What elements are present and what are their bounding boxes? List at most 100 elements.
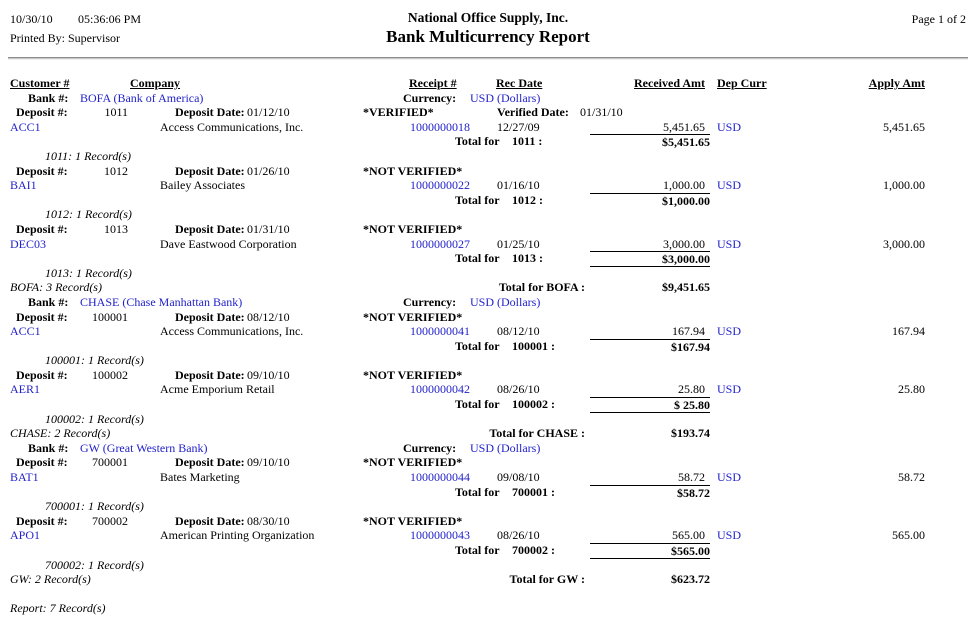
deposit-record-count: 1011: 1 Record(s) bbox=[45, 148, 131, 163]
deposit-number: 1012 bbox=[104, 163, 128, 178]
deposit-total-row: Total for 100002 : $ 25.80 bbox=[0, 397, 976, 414]
receipt-detail-row: APO1 American Printing Organization 1000… bbox=[0, 528, 976, 543]
deposit-total-amount: $167.94 bbox=[590, 338, 710, 354]
total-for-label: Total for bbox=[455, 338, 500, 353]
deposit-currency-link[interactable]: USD bbox=[717, 324, 742, 339]
deposit-currency-link[interactable]: USD bbox=[717, 119, 742, 134]
deposit-date: 01/31/10 bbox=[247, 221, 290, 236]
deposit-records-row: 700002: 1 Record(s) bbox=[0, 558, 976, 573]
deposit-date: 01/12/10 bbox=[247, 105, 290, 120]
col-customer: Customer # bbox=[10, 76, 70, 90]
received-amount: 3,000.00 bbox=[663, 236, 705, 251]
receipt-detail-row: AER1 Acme Emporium Retail 1000000042 08/… bbox=[0, 382, 976, 397]
col-receipt: Receipt # bbox=[409, 76, 457, 90]
apply-amount: 5,451.65 bbox=[883, 119, 925, 134]
receipt-link[interactable]: 1000000027 bbox=[410, 236, 470, 251]
bank-total-amount: $9,451.65 bbox=[662, 280, 710, 295]
apply-amount: 167.94 bbox=[892, 324, 925, 339]
deposit-total-number: 1011 : bbox=[512, 134, 543, 149]
deposit-record-count: 700001: 1 Record(s) bbox=[45, 499, 144, 514]
customer-link[interactable]: ACC1 bbox=[10, 324, 41, 339]
receipt-link[interactable]: 1000000041 bbox=[410, 324, 470, 339]
deposit-header-row: Deposit #: 100002 Deposit Date: 09/10/10… bbox=[0, 368, 976, 383]
receipt-link[interactable]: 1000000043 bbox=[410, 528, 470, 543]
deposit-currency-link[interactable]: USD bbox=[717, 236, 742, 251]
bank-link[interactable]: GW (Great Western Bank) bbox=[80, 440, 208, 455]
receipt-date: 12/27/09 bbox=[497, 119, 540, 134]
apply-amount: 1,000.00 bbox=[883, 178, 925, 193]
receipt-date: 01/16/10 bbox=[497, 178, 540, 193]
customer-link[interactable]: AER1 bbox=[10, 382, 40, 397]
customer-link[interactable]: BAI1 bbox=[10, 178, 37, 193]
deposit-record-count: 100002: 1 Record(s) bbox=[45, 411, 144, 426]
receipt-link[interactable]: 1000000044 bbox=[410, 470, 470, 485]
apply-amount: 58.72 bbox=[898, 470, 925, 485]
bank-total-label: Total for GW : bbox=[509, 572, 585, 587]
bank-currency-link[interactable]: USD (Dollars) bbox=[470, 440, 541, 455]
receipt-detail-row: ACC1 Access Communications, Inc. 1000000… bbox=[0, 324, 976, 339]
bank-total-amount: $623.72 bbox=[671, 572, 710, 587]
receipt-link[interactable]: 1000000022 bbox=[410, 178, 470, 193]
bank-link[interactable]: BOFA (Bank of America) bbox=[80, 90, 204, 105]
bank-link[interactable]: CHASE (Chase Manhattan Bank) bbox=[80, 294, 243, 309]
receipt-date: 09/08/10 bbox=[497, 470, 540, 485]
deposit-total-row: Total for 700002 : $565.00 bbox=[0, 543, 976, 560]
company-name: National Office Supply, Inc. bbox=[407, 10, 569, 25]
received-amount: 167.94 bbox=[672, 324, 705, 339]
deposit-total-amount: $565.00 bbox=[590, 543, 710, 560]
page-number: Page 1 of 2 bbox=[911, 12, 966, 26]
receipt-date: 08/12/10 bbox=[497, 324, 540, 339]
verified-status: *NOT VERIFIED* bbox=[363, 367, 463, 382]
col-dep-curr: Dep Curr bbox=[717, 76, 767, 90]
deposit-currency-link[interactable]: USD bbox=[717, 178, 742, 193]
deposit-total-number: 1013 : bbox=[512, 251, 543, 266]
deposit-total-amount: $5,451.65 bbox=[590, 134, 710, 149]
customer-company: Access Communications, Inc. bbox=[160, 324, 304, 339]
print-date: 10/30/10 bbox=[10, 12, 53, 26]
verified-status: *NOT VERIFIED* bbox=[363, 455, 463, 470]
receipt-link[interactable]: 1000000042 bbox=[410, 382, 470, 397]
deposit-header-row: Deposit #: 1012 Deposit Date: 01/26/10 *… bbox=[0, 164, 976, 179]
deposit-currency-link[interactable]: USD bbox=[717, 382, 742, 397]
receipt-date: 08/26/10 bbox=[497, 528, 540, 543]
deposit-number-label: Deposit #: bbox=[16, 163, 68, 178]
customer-link[interactable]: BAT1 bbox=[10, 470, 39, 485]
deposit-number-label: Deposit #: bbox=[16, 455, 68, 470]
deposit-records-row: 700001: 1 Record(s) bbox=[0, 499, 976, 514]
customer-link[interactable]: APO1 bbox=[10, 528, 41, 543]
bank-total-amount: $193.74 bbox=[671, 426, 710, 441]
received-amount: 1,000.00 bbox=[663, 178, 705, 193]
deposit-currency-link[interactable]: USD bbox=[717, 528, 742, 543]
deposit-number-label: Deposit #: bbox=[16, 309, 68, 324]
receipt-detail-row: ACC1 Access Communications, Inc. 1000000… bbox=[0, 120, 976, 135]
col-company: Company bbox=[130, 76, 181, 90]
deposit-number-label: Deposit #: bbox=[16, 221, 68, 236]
deposit-number-label: Deposit #: bbox=[16, 367, 68, 382]
bank-total-label: Total for CHASE : bbox=[489, 426, 585, 441]
col-rec-date: Rec Date bbox=[496, 76, 543, 90]
bank-currency-link[interactable]: USD (Dollars) bbox=[470, 90, 541, 105]
bank-currency-link[interactable]: USD (Dollars) bbox=[470, 294, 541, 309]
deposit-header-row: Deposit #: 700002 Deposit Date: 08/30/10… bbox=[0, 514, 976, 529]
col-apply-amt: Apply Amt bbox=[868, 76, 925, 90]
print-time: 05:36:06 PM bbox=[78, 12, 142, 26]
apply-amount: 565.00 bbox=[892, 528, 925, 543]
printed-by: Printed By: Supervisor bbox=[10, 31, 120, 45]
deposit-record-count: 1013: 1 Record(s) bbox=[45, 265, 132, 280]
customer-company: Acme Emporium Retail bbox=[160, 382, 275, 397]
bank-number-label: Bank #: bbox=[28, 294, 69, 309]
deposit-records-row: 1011: 1 Record(s) bbox=[0, 149, 976, 164]
bank-total-row: CHASE: 2 Record(s) Total for CHASE : $19… bbox=[0, 426, 976, 441]
deposit-currency-link[interactable]: USD bbox=[717, 470, 742, 485]
bank-number-label: Bank #: bbox=[28, 90, 69, 105]
received-amount: 565.00 bbox=[672, 528, 705, 543]
customer-link[interactable]: ACC1 bbox=[10, 119, 41, 134]
verified-status: *VERIFIED* bbox=[363, 105, 434, 120]
deposit-total-row: Total for 700001 : $58.72 bbox=[0, 484, 976, 500]
deposit-date: 09/10/10 bbox=[247, 367, 290, 382]
bank-total-row: GW: 2 Record(s) Total for GW : $623.72 bbox=[0, 572, 976, 587]
deposit-total-number: 1012 : bbox=[512, 192, 543, 207]
receipt-link[interactable]: 1000000018 bbox=[410, 119, 470, 134]
customer-link[interactable]: DEC03 bbox=[10, 236, 46, 251]
bank-header-row: Bank #: BOFA (Bank of America) Currency:… bbox=[0, 91, 976, 106]
